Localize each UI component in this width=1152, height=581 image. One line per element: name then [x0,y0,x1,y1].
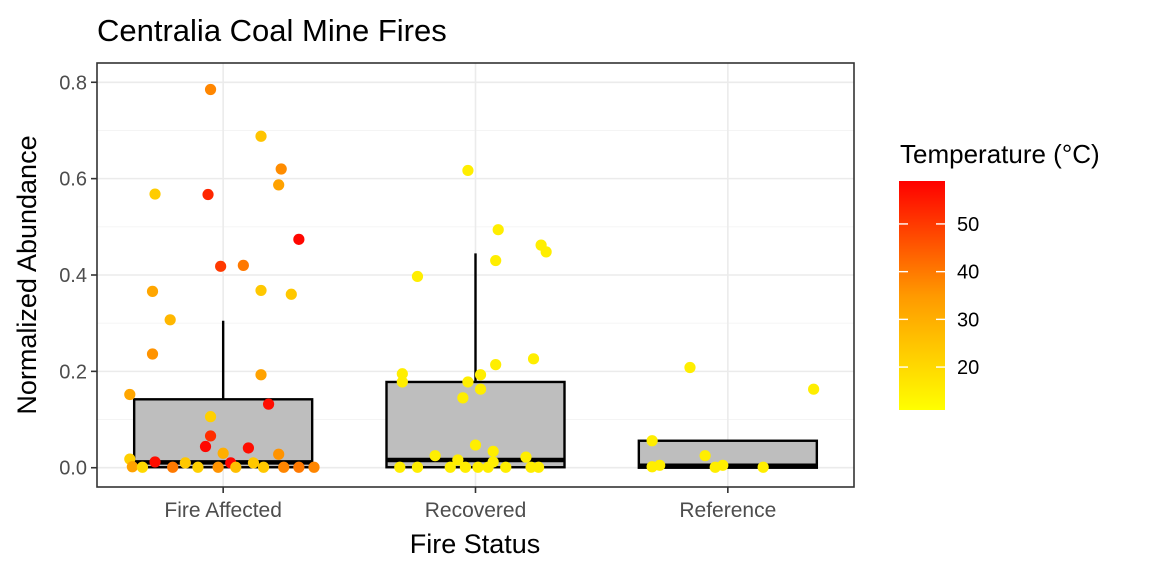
data-point [215,260,227,272]
data-point [293,461,305,473]
data-point [237,259,249,271]
x-tick-label: Recovered [425,499,527,522]
y-tick-label: 0.4 [59,265,87,287]
data-point [490,359,502,371]
data-point [255,130,267,142]
data-point [472,461,484,473]
data-point [293,233,305,245]
data-point [808,383,820,395]
data-point [126,461,138,473]
data-point [149,188,161,200]
data-point [394,461,406,473]
data-point [490,254,502,267]
data-point [192,461,204,473]
y-tick-label: 0.8 [59,72,87,94]
data-point [146,285,159,297]
data-point [308,461,320,473]
data-point [474,369,487,381]
data-point [452,454,464,466]
data-point [500,461,512,473]
data-point [242,442,254,454]
legend-title: Temperature (°C) [900,139,1100,169]
box-recovered [385,253,566,469]
legend-tick-label: 40 [957,262,979,284]
data-point [285,288,297,300]
data-points [124,83,820,473]
data-point [179,457,191,469]
data-point [757,461,769,473]
data-point [396,368,408,380]
x-tick-label: Fire Affected [164,499,282,522]
data-point [199,440,212,453]
data-point [429,450,441,462]
data-point [230,461,242,473]
data-point [444,461,456,473]
data-point [469,439,482,451]
data-point [255,284,267,297]
data-point [164,314,176,326]
data-point [520,451,532,463]
data-point [411,270,424,283]
data-point [247,457,260,469]
data-point [709,461,721,473]
data-point [527,353,540,365]
box-plots [132,253,819,469]
x-axis-label: Fire Status [410,529,541,559]
data-point [217,447,229,459]
data-point [482,461,494,473]
y-tick-label: 0.0 [59,458,87,480]
legend-tick-label: 20 [957,357,979,379]
data-point [204,411,217,423]
y-tick-label: 0.2 [59,361,87,383]
data-point [684,361,696,374]
data-point [273,179,285,191]
legend-tick-label: 50 [957,214,979,236]
data-point [136,461,149,473]
data-point [146,348,159,360]
data-point [699,450,711,462]
data-point [646,461,658,473]
y-tick-label: 0.6 [59,169,87,191]
data-point [273,448,285,460]
data-point [255,369,267,381]
legend-colorbar [899,181,945,410]
data-point [275,163,287,175]
data-point [540,246,552,258]
data-point [149,456,161,468]
data-point [492,224,504,236]
legend: Temperature (°C) 20 30 40 50 [899,139,1100,410]
data-point [459,461,472,473]
data-point [202,188,214,201]
data-point [167,461,179,473]
data-point [532,461,545,473]
data-point [487,445,499,457]
data-point [262,398,275,410]
x-tick-label: Reference [679,499,776,522]
data-point [462,376,474,388]
data-point [204,83,217,96]
data-point [204,430,217,442]
data-point [278,461,290,473]
legend-tick-label: 30 [957,309,979,331]
box-body [385,380,566,469]
data-point [411,461,424,473]
chart-title: Centralia Coal Mine Fires [97,13,447,48]
data-point [212,461,224,473]
data-point [257,461,270,473]
data-point [462,164,474,177]
data-point [124,388,136,401]
y-axis-label: Normalized Abundance [12,135,42,414]
data-point [474,383,487,395]
data-point [646,435,658,447]
y-axis: 0.0 0.2 0.4 0.6 0.8 [59,72,97,480]
legend-ticks: 20 30 40 50 [899,214,979,379]
x-axis: Fire Affected Recovered Reference [164,487,776,522]
data-point [457,392,469,404]
data-point [396,376,408,388]
